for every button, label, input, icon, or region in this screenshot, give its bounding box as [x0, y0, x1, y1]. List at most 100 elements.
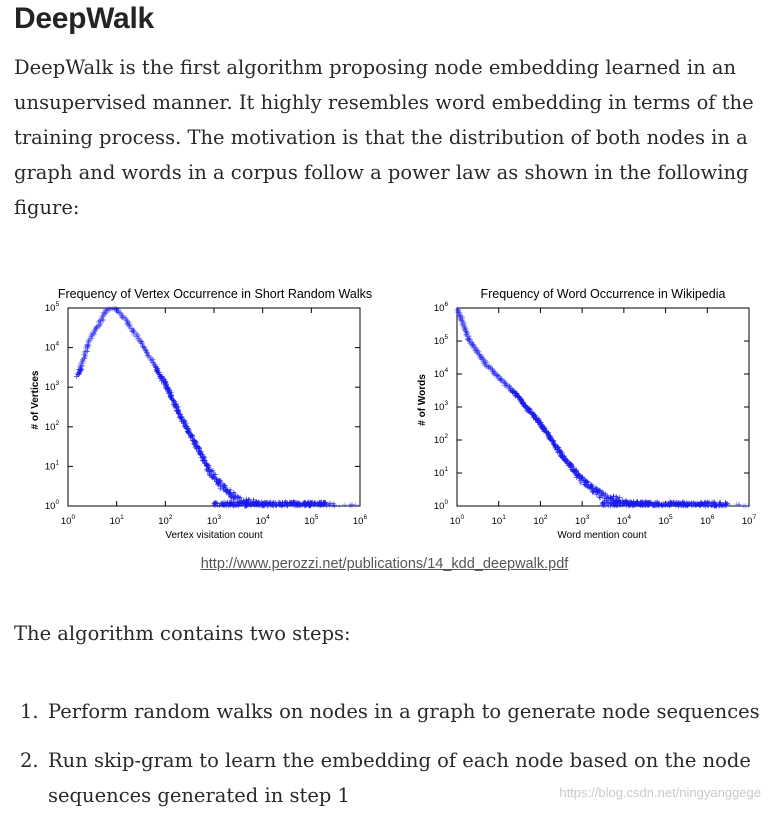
chart1-point — [201, 458, 207, 464]
chart1-point — [89, 333, 95, 339]
chart2-point — [487, 365, 493, 371]
chart2-point — [482, 361, 488, 367]
chart1-point — [90, 330, 96, 336]
chart1-point — [136, 335, 142, 341]
chart2-point — [470, 342, 476, 348]
chart2-point — [501, 379, 507, 385]
chart1-point — [83, 344, 89, 350]
chart1-point — [80, 357, 86, 363]
chart1-point — [148, 358, 154, 364]
chart2-point — [477, 351, 483, 357]
chart1-point — [144, 350, 150, 356]
chart1-point — [101, 312, 107, 318]
chart1-point — [150, 360, 156, 366]
chart1-point — [79, 359, 85, 365]
chart2-point — [455, 310, 461, 316]
chart2-x-tick-label: 107 — [742, 514, 757, 527]
chart2-point — [465, 337, 471, 343]
chart2-point — [497, 378, 503, 383]
chart2-point — [468, 340, 474, 346]
chart1-x-tick-label: 102 — [158, 514, 173, 527]
chart2-point — [614, 495, 620, 501]
chart1-point — [163, 381, 169, 387]
chart1-point — [87, 335, 93, 341]
chart1-point — [77, 363, 83, 369]
chart2-point — [461, 319, 467, 325]
chart2-point — [503, 383, 509, 389]
chart1-point — [125, 319, 131, 325]
chart2-point — [457, 316, 463, 322]
chart1-point — [80, 357, 86, 363]
chart1-point — [121, 316, 127, 322]
chart2-point — [707, 500, 713, 506]
chart2-point — [717, 500, 723, 506]
chart2-point — [468, 340, 474, 346]
chart2-point — [456, 312, 462, 318]
chart2-point — [484, 359, 490, 365]
chart2-point — [736, 502, 742, 508]
chart1-point — [99, 316, 105, 322]
chart1-point — [116, 307, 122, 313]
chart1-point — [92, 331, 98, 337]
chart2-point — [454, 309, 460, 315]
chart1-point — [100, 317, 106, 323]
chart1-point — [87, 334, 93, 340]
chart2-y-tick-label: 105 — [434, 334, 449, 347]
chart2-point — [506, 384, 512, 390]
chart1-point — [81, 349, 87, 355]
chart2-point — [498, 376, 504, 382]
chart1-point — [114, 310, 120, 316]
chart1-point — [131, 330, 137, 336]
chart1-point — [86, 336, 92, 342]
chart1-x-tick-label: 101 — [110, 514, 125, 527]
chart2-point — [463, 332, 469, 338]
chart2-point — [470, 342, 476, 348]
chart1-point — [143, 350, 149, 356]
chart1-point — [143, 348, 149, 354]
chart1-point — [86, 342, 92, 348]
chart2-point — [473, 347, 479, 353]
chart2-point — [459, 322, 465, 328]
chart1-point — [85, 348, 91, 354]
chart1-point — [101, 311, 107, 317]
chart1-point — [100, 313, 106, 319]
chart2-point — [470, 344, 476, 350]
chart1-point — [117, 311, 123, 317]
chart1-point — [124, 320, 130, 326]
chart2-point — [456, 312, 462, 318]
chart2-point — [678, 500, 684, 506]
chart1-point — [341, 501, 347, 507]
chart2-point — [746, 503, 752, 509]
chart1-point — [150, 357, 156, 363]
chart2-point — [464, 329, 470, 335]
chart1-point — [83, 349, 89, 355]
chart1-point — [85, 344, 91, 350]
chart2-point — [481, 360, 487, 366]
chart2-point — [480, 357, 486, 363]
chart1-point — [233, 500, 239, 506]
source-link[interactable]: http://www.perozzi.net/publications/14_k… — [200, 556, 569, 572]
chart1-point — [89, 332, 95, 338]
chart1-point — [144, 347, 150, 353]
chart1-point — [131, 328, 137, 334]
chart1-x-tick-label: 106 — [353, 514, 368, 527]
chart2-point — [459, 316, 465, 322]
chart1-point — [127, 323, 133, 329]
chart2-point — [502, 378, 508, 384]
chart2-point — [499, 375, 505, 381]
chart2-point — [481, 357, 487, 363]
chart2-points — [454, 306, 752, 509]
chart1-point — [141, 344, 147, 350]
chart1-point — [135, 333, 141, 339]
chart2-point — [501, 380, 507, 386]
chart2-point — [597, 495, 603, 501]
chart1-point — [84, 346, 90, 352]
chart1-point — [87, 338, 93, 344]
chart1-point — [172, 405, 178, 411]
chart1-point — [84, 348, 90, 354]
chart1-point — [90, 332, 96, 338]
chart1-point — [111, 306, 117, 312]
chart1-point — [97, 319, 103, 325]
chart2-point — [472, 345, 478, 351]
chart1-point — [103, 307, 109, 313]
